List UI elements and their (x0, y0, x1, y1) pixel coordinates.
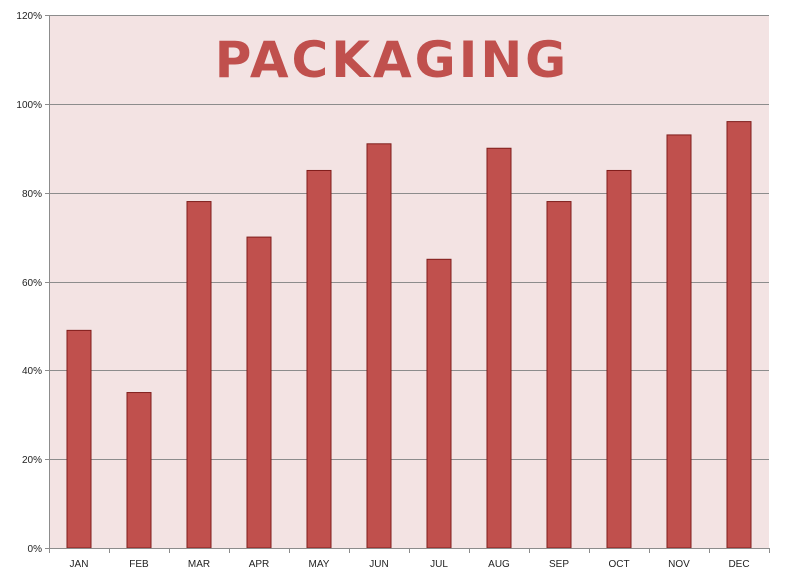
bar-jun (366, 143, 392, 549)
bar-jul (426, 258, 452, 549)
y-tick-label: 0% (28, 544, 43, 555)
y-tick-label: 100% (16, 100, 42, 111)
chart-title: PACKAGING (215, 31, 569, 89)
gridlines (45, 15, 769, 549)
bar-jan (66, 329, 92, 549)
bar-aug (486, 147, 512, 549)
y-tick-label: 80% (22, 189, 42, 200)
x-tick-label: JAN (70, 559, 89, 570)
y-tick-label: 60% (22, 278, 42, 289)
x-tick-label: OCT (608, 559, 629, 570)
x-tick-label: DEC (728, 559, 749, 570)
y-tick-label: 120% (16, 11, 42, 22)
y-tick-label: 40% (22, 366, 42, 377)
plot-area-background (49, 15, 769, 548)
x-tick-label: MAR (188, 559, 210, 570)
x-tick-label: AUG (488, 559, 510, 570)
x-tick-label: FEB (129, 559, 149, 570)
y-axis-tick-labels: 0% 20% 40% 60% 80% 100% 120% (16, 11, 42, 555)
bar-mar (186, 201, 212, 549)
bar-sep (546, 201, 572, 549)
bar-apr (246, 236, 272, 549)
axes (49, 15, 770, 553)
x-axis-tick-labels: JAN FEB MAR APR MAY JUN JUL AUG SEP OCT NOV DEC (70, 559, 750, 570)
bar-may (306, 169, 332, 549)
x-tick-label: SEP (549, 559, 569, 570)
bar-nov (666, 134, 692, 549)
x-tick-label: NOV (668, 559, 690, 570)
bar-feb (126, 392, 152, 549)
bar-dec (726, 121, 752, 549)
y-tick-label: 20% (22, 455, 42, 466)
x-tick-label: JUN (369, 559, 388, 570)
bar-oct (606, 169, 632, 549)
x-tick-label: JUL (430, 559, 448, 570)
x-tick-label: MAY (309, 559, 330, 570)
x-tick-label: APR (249, 559, 270, 570)
bars (66, 121, 752, 549)
